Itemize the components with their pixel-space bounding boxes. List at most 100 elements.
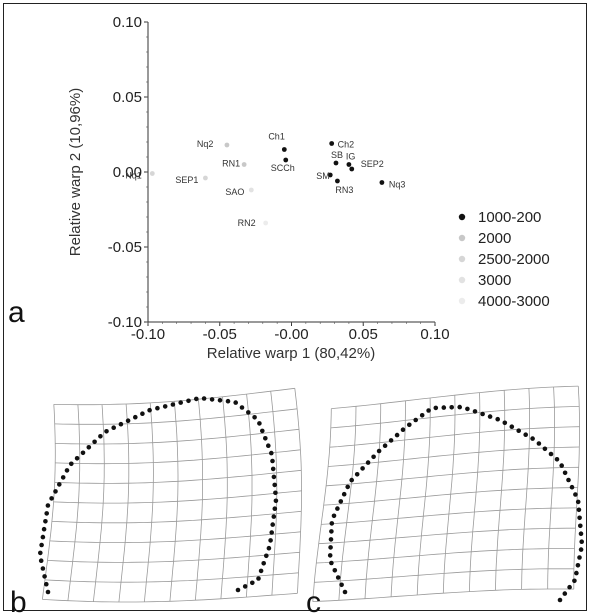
outline-landmark — [345, 484, 351, 490]
outline-landmark — [394, 432, 400, 438]
grid-line-horizontal — [318, 527, 576, 545]
outline-landmark — [49, 496, 54, 501]
outline-landmark — [516, 428, 521, 434]
data-point — [349, 166, 355, 172]
outline-landmark — [271, 474, 277, 480]
outline-landmark — [523, 432, 528, 438]
outline-landmark — [209, 397, 215, 402]
deformation-grids — [38, 385, 584, 603]
outline-landmark — [104, 429, 109, 434]
outline-landmark — [118, 421, 124, 427]
x-tick-label: 0.10 — [420, 326, 449, 343]
data-point — [333, 160, 339, 166]
grid-line-horizontal — [53, 387, 295, 406]
outline-landmark — [577, 555, 582, 560]
outline-landmark — [562, 470, 568, 476]
outline-landmark — [433, 405, 439, 411]
outline-landmark — [577, 515, 582, 521]
outline-landmark — [502, 420, 508, 426]
outline-landmark — [264, 553, 269, 559]
point-label: SEP1 — [175, 175, 198, 185]
outline-landmark — [578, 531, 584, 536]
outline-landmark — [480, 411, 485, 417]
outline-landmark — [536, 441, 542, 446]
point-label: Nq2 — [197, 139, 214, 149]
outline-landmark — [271, 514, 277, 519]
outline-landmark — [38, 558, 44, 563]
outline-landmark — [225, 398, 231, 404]
outline-landmark — [554, 457, 560, 462]
outline-landmark — [266, 443, 271, 449]
outline-landmark — [441, 405, 447, 410]
outline-landmark — [487, 414, 493, 419]
data-point — [224, 142, 230, 148]
outline-landmark — [266, 545, 272, 551]
data-point — [335, 178, 340, 184]
outline-landmark — [217, 398, 223, 403]
grid-line-horizontal — [331, 385, 579, 409]
outline-landmark — [567, 584, 572, 590]
scatter-plot: -0.10 -0.05 -0.00 0.05 0.10 0.10 0.05 0.00 -0.05… — [67, 14, 450, 362]
outline-landmark — [365, 460, 371, 465]
outline-landmark — [242, 584, 248, 589]
outline-landmark — [388, 438, 394, 443]
outline-landmark — [339, 582, 344, 588]
x-tick-label: 0.05 — [349, 326, 378, 343]
outline-landmark — [64, 468, 70, 473]
outline-landmark — [60, 475, 66, 480]
legend-entry: 4000-3000 — [478, 293, 550, 310]
outline-landmark — [272, 482, 278, 488]
grid-line-horizontal — [55, 428, 300, 445]
outline-landmark — [400, 427, 406, 433]
outline-landmark — [162, 404, 168, 409]
outline-landmark — [257, 421, 262, 426]
outline-landmark — [574, 570, 579, 576]
outline-landmark — [328, 545, 333, 550]
outline-landmark — [44, 581, 49, 587]
outline-landmark — [342, 589, 348, 595]
outline-landmark — [235, 587, 241, 593]
legend-marker — [458, 213, 466, 221]
outline-landmark — [92, 439, 97, 445]
grid-line-horizontal — [55, 449, 301, 465]
point-label: Nq1 — [125, 171, 142, 181]
grid-line-horizontal — [323, 487, 578, 506]
outline-landmark — [335, 506, 340, 511]
outline-landmark — [327, 553, 333, 558]
data-point — [329, 141, 335, 146]
x-tick-label: -0.00 — [274, 326, 308, 343]
outline-landmark — [569, 484, 575, 490]
y-tick-label: 0.00 — [113, 164, 142, 181]
outline-landmark — [457, 404, 463, 410]
outline-landmark — [239, 405, 245, 410]
outline-landmark — [335, 575, 341, 580]
outline-landmark — [86, 445, 92, 450]
outline-landmark — [354, 472, 360, 477]
grid-line-horizontal — [47, 551, 300, 563]
point-label: SM — [316, 171, 330, 181]
data-point — [346, 162, 352, 167]
deformation-grid — [38, 387, 303, 603]
data-point — [327, 172, 333, 178]
grid-line-horizontal — [321, 507, 577, 525]
outline-landmark — [557, 597, 563, 603]
data-point — [241, 162, 247, 167]
outline-landmark — [382, 443, 388, 449]
grid-line-horizontal — [326, 466, 579, 487]
outline-landmark — [360, 466, 365, 471]
outline-landmark — [263, 436, 268, 441]
outline-landmark — [44, 511, 49, 516]
outline-landmark — [376, 448, 382, 454]
outline-landmark — [80, 450, 86, 456]
grid-line-horizontal — [329, 426, 580, 448]
outline-landmark — [57, 482, 62, 487]
y-axis-label: Relative warp 2 (10,96%) — [67, 88, 84, 256]
outline-landmark — [578, 523, 583, 529]
outline-landmark — [256, 576, 261, 581]
outline-landmark — [559, 463, 564, 468]
outline-landmark — [542, 446, 548, 452]
outline-landmark — [495, 416, 501, 422]
point-label: RN1 — [222, 159, 240, 169]
outline-landmark — [268, 538, 273, 543]
outline-landmark — [548, 451, 554, 457]
